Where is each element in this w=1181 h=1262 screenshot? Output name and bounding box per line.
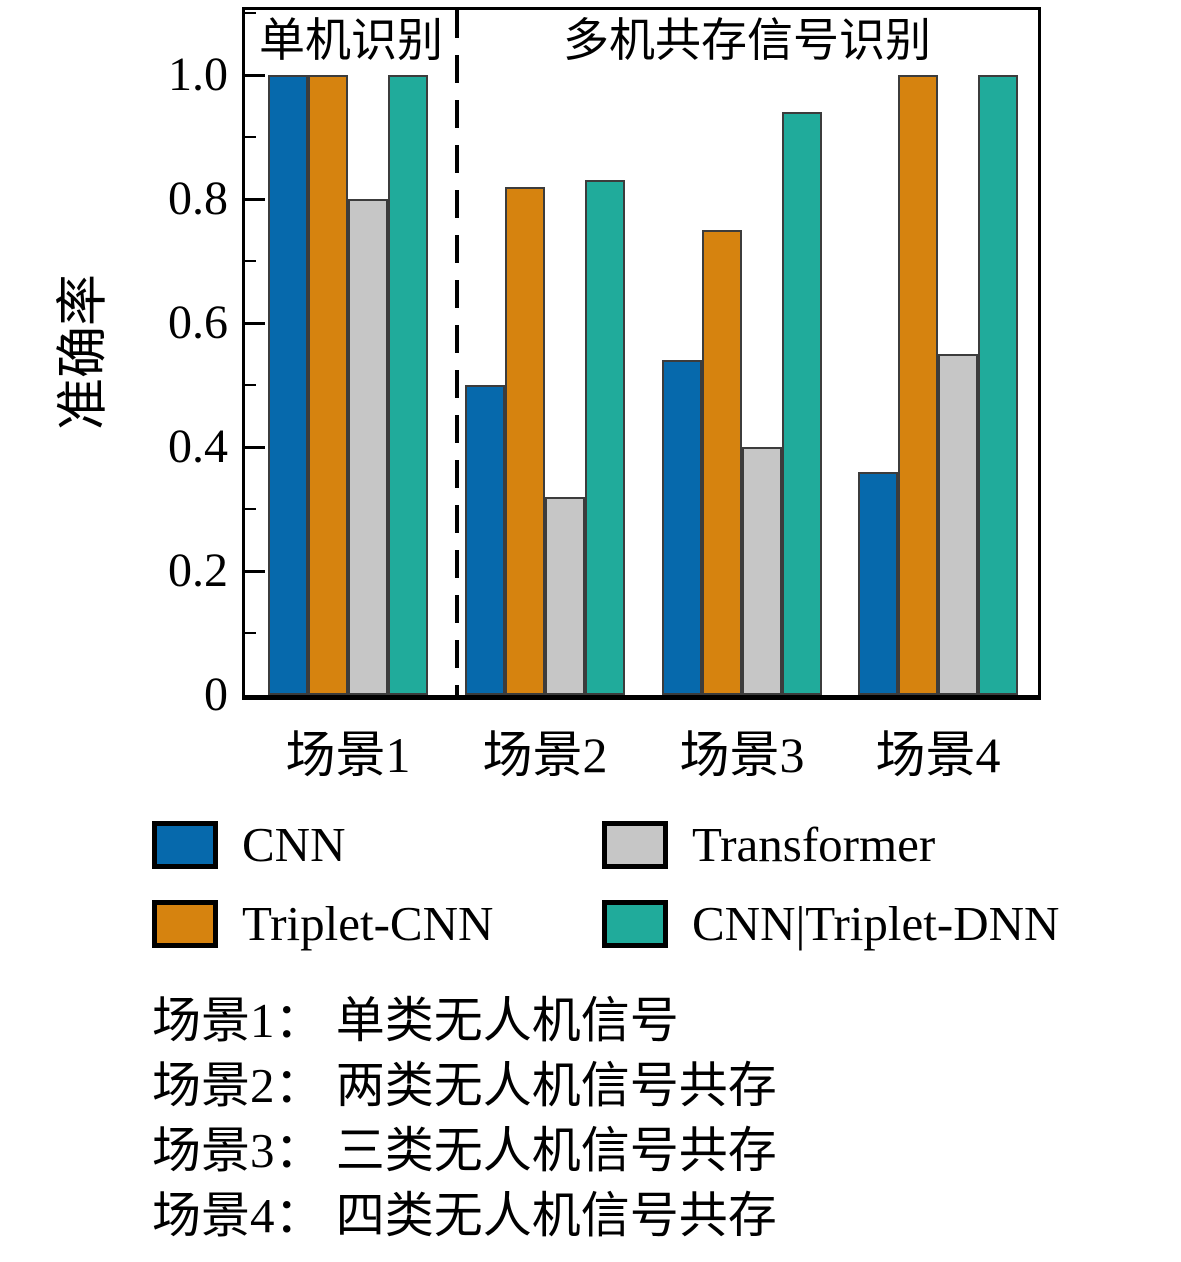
- footnote-line-1: 场景1： 单类无人机信号: [152, 993, 679, 1048]
- bar-cnn-group2: [465, 385, 505, 695]
- bar-cnn-triplet-dnn-group2: [585, 180, 625, 695]
- x-tick-label-1: 场景1: [285, 727, 411, 783]
- y-major-tick: [245, 445, 265, 449]
- legend-swatch: [602, 900, 668, 948]
- bar-triplet-cnn-group2: [505, 187, 545, 695]
- plot-frame: 单机识别 多机共存信号识别: [242, 7, 1041, 700]
- bar-cnn-triplet-dnn-group3: [782, 112, 822, 695]
- y-major-tick: [245, 321, 265, 325]
- plot-area: 单机识别 多机共存信号识别: [245, 10, 1038, 695]
- region-annotation-left: 单机识别: [259, 15, 443, 66]
- y-tick-label: 0: [204, 668, 228, 721]
- y-major-tick: [245, 569, 265, 573]
- y-tick-label: 1.0: [168, 48, 228, 101]
- x-tick-label-3: 场景3: [679, 727, 805, 783]
- footnote-line-3: 场景3： 三类无人机信号共存: [152, 1123, 777, 1178]
- y-major-tick: [245, 73, 265, 77]
- legend-label: Triplet-CNN: [242, 896, 494, 951]
- x-tick-label-2: 场景2: [482, 727, 608, 783]
- footnote-line-4: 场景4： 四类无人机信号共存: [152, 1188, 777, 1243]
- region-annotation-right: 多机共存信号识别: [563, 15, 931, 66]
- legend-item: Triplet-CNN: [152, 897, 493, 951]
- bar-triplet-cnn-group1: [308, 75, 348, 695]
- y-minor-tick: [245, 260, 256, 262]
- legend-item: CNN|Triplet-DNN: [602, 897, 1059, 951]
- bar-triplet-cnn-group4: [898, 75, 938, 695]
- legend-item: Transformer: [602, 818, 935, 872]
- x-tick-label-4: 场景4: [875, 727, 1001, 783]
- bar-transformer-group2: [545, 497, 585, 695]
- y-major-tick: [245, 197, 265, 201]
- bar-cnn-group3: [662, 360, 702, 695]
- footnote-line-2: 场景2： 两类无人机信号共存: [152, 1058, 777, 1113]
- legend-swatch: [602, 821, 668, 869]
- divider-dashed-line: [455, 10, 459, 695]
- legend-label: CNN: [242, 817, 346, 872]
- legend-label: CNN|Triplet-DNN: [692, 896, 1060, 951]
- y-minor-tick: [245, 632, 256, 634]
- y-minor-tick: [245, 508, 256, 510]
- bar-cnn-group1: [268, 75, 308, 695]
- legend-swatch: [152, 821, 218, 869]
- legend-item: CNN: [152, 818, 345, 872]
- bar-cnn-triplet-dnn-group4: [978, 75, 1018, 695]
- bar-transformer-group3: [742, 447, 782, 695]
- y-minor-tick: [245, 12, 256, 14]
- bar-cnn-group4: [858, 472, 898, 695]
- y-tick-label: 0.4: [168, 420, 228, 473]
- y-tick-label: 0.8: [168, 172, 228, 225]
- y-minor-tick: [245, 136, 256, 138]
- bar-triplet-cnn-group3: [702, 230, 742, 695]
- bar-cnn-triplet-dnn-group1: [388, 75, 428, 695]
- legend-swatch: [152, 900, 218, 948]
- legend-label: Transformer: [692, 817, 936, 872]
- bar-transformer-group4: [938, 354, 978, 695]
- y-tick-label: 0.6: [168, 296, 228, 349]
- y-minor-tick: [245, 384, 256, 386]
- bar-transformer-group1: [348, 199, 388, 695]
- y-tick-label: 0.2: [168, 544, 228, 597]
